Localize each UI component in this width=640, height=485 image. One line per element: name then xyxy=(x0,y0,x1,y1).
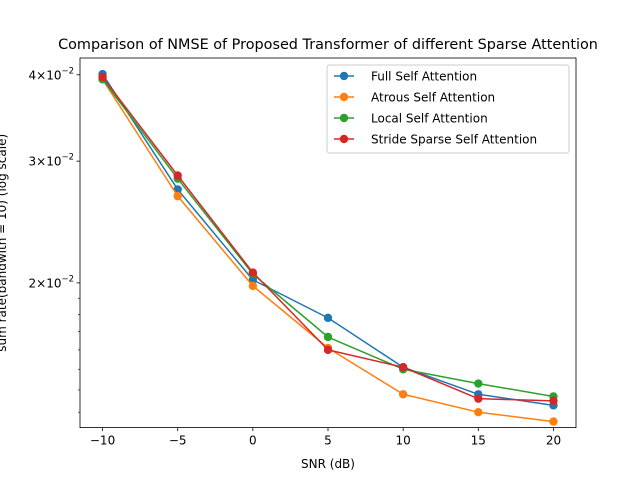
x-tick-label: 15 xyxy=(471,434,486,448)
legend-marker xyxy=(339,113,349,123)
data-point xyxy=(474,394,483,403)
data-point xyxy=(323,332,333,342)
legend-label: Full Self Attention xyxy=(371,70,477,84)
data-point xyxy=(398,363,408,372)
y-tick-exponent: −2 xyxy=(61,153,74,163)
x-tick-label: −5 xyxy=(169,434,187,448)
x-tick-label: 0 xyxy=(249,434,257,448)
y-tick-label: 4×10−2 xyxy=(29,66,75,82)
data-point xyxy=(98,72,107,82)
data-point xyxy=(549,396,558,406)
data-point xyxy=(323,313,333,323)
data-point xyxy=(398,390,408,399)
data-point xyxy=(248,275,258,285)
data-point xyxy=(248,268,258,277)
plot-area xyxy=(98,69,558,426)
legend-label: Local Self Attention xyxy=(371,112,488,126)
x-axis-label: SNR (dB) xyxy=(301,457,355,471)
data-point xyxy=(248,281,258,291)
legend-marker xyxy=(339,92,349,102)
y-axis-label: sum rate(bandwith = 10) (log scale) xyxy=(0,134,9,352)
y-tick-label: 2×10−2 xyxy=(29,274,75,290)
x-tick-label: −10 xyxy=(90,434,115,448)
x-tick-label: 5 xyxy=(324,434,332,448)
legend-label: Atrous Self Attention xyxy=(371,91,495,105)
legend-marker xyxy=(339,134,349,144)
legend-marker xyxy=(339,71,349,81)
x-axis: −10 −5 0 5 10 15 20 xyxy=(90,427,561,448)
y-tick-times-ten: ×10 xyxy=(36,68,61,82)
x-tick-label: 10 xyxy=(396,434,411,448)
chart-title: Comparison of NMSE of Proposed Transform… xyxy=(58,37,598,53)
y-tick-base: 2 xyxy=(29,276,37,290)
series-4 xyxy=(98,72,558,406)
y-tick-base: 3 xyxy=(29,155,37,169)
y-tick-exponent: −2 xyxy=(61,274,74,284)
data-point xyxy=(474,408,483,417)
legend-label: Stride Sparse Self Attention xyxy=(371,133,537,147)
x-tick-label: 20 xyxy=(546,434,561,448)
data-point xyxy=(549,417,558,426)
y-tick-times-ten: ×10 xyxy=(36,276,61,290)
y-axis: 2×10−23×10−24×10−2 xyxy=(29,66,80,413)
data-point xyxy=(173,171,182,180)
data-point xyxy=(173,191,182,201)
y-tick-base: 4 xyxy=(29,68,37,82)
y-tick-exponent: −2 xyxy=(61,66,74,76)
data-point xyxy=(323,345,333,355)
data-point xyxy=(474,379,483,388)
legend: Full Self Attention Atrous Self Attention… xyxy=(326,64,570,154)
y-tick-label: 3×10−2 xyxy=(29,153,75,169)
y-tick-times-ten: ×10 xyxy=(36,155,61,169)
legend-box xyxy=(326,64,570,154)
